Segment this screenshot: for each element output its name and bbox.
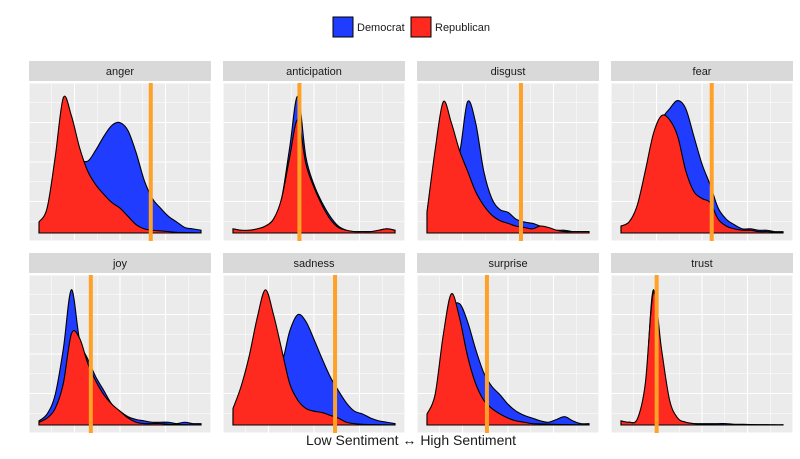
density-republican bbox=[38, 330, 202, 426]
density-republican bbox=[38, 95, 202, 234]
gridlines bbox=[610, 274, 794, 434]
legend-label-democrat: Democrat bbox=[357, 22, 405, 34]
density-republican bbox=[426, 100, 590, 234]
density-republican bbox=[232, 119, 396, 234]
density-republican bbox=[232, 289, 396, 426]
facet-panel-sadness: sadness bbox=[222, 253, 406, 434]
facet-strip bbox=[223, 61, 405, 81]
facet-panel-anger: anger bbox=[28, 61, 212, 242]
facet-strip-label: disgust bbox=[491, 66, 526, 78]
facet-strip-label: anger bbox=[106, 66, 134, 78]
facet-strip bbox=[611, 253, 793, 273]
x-axis-title: Low Sentiment ↔ High Sentiment bbox=[306, 432, 516, 448]
facet-panel-joy: joy bbox=[28, 253, 212, 434]
facet-panel-trust: trust bbox=[610, 253, 794, 434]
legend: Democrat Republican bbox=[332, 16, 490, 38]
facet-strip bbox=[29, 253, 211, 273]
legend-label-republican: Republican bbox=[435, 22, 490, 34]
facet-strip-label: sadness bbox=[294, 258, 335, 270]
facet-strip bbox=[417, 253, 599, 273]
facet-panel-surprise: surprise bbox=[416, 253, 600, 434]
density-republican bbox=[426, 293, 590, 426]
facet-strip-label: anticipation bbox=[286, 66, 342, 78]
density-republican bbox=[620, 291, 784, 426]
facet-panel-disgust: disgust bbox=[416, 61, 600, 242]
facet-strip bbox=[611, 61, 793, 81]
facet-strip-label: joy bbox=[112, 258, 128, 270]
facet-strip-label: fear bbox=[693, 66, 712, 78]
facet-grid: anger anticipation disgust fear joy sadness su… bbox=[28, 61, 794, 434]
facet-panel-fear: fear bbox=[610, 61, 794, 242]
gridlines bbox=[28, 82, 212, 242]
legend-key-republican bbox=[410, 16, 432, 38]
facet-strip bbox=[223, 253, 405, 273]
facet-panel-anticipation: anticipation bbox=[222, 61, 406, 242]
facet-strip-label: trust bbox=[691, 258, 712, 270]
facet-strip bbox=[417, 61, 599, 81]
density-republican bbox=[620, 114, 784, 234]
facet-strip bbox=[29, 61, 211, 81]
legend-key-democrat bbox=[332, 16, 354, 38]
facet-strip-label: surprise bbox=[488, 258, 527, 270]
